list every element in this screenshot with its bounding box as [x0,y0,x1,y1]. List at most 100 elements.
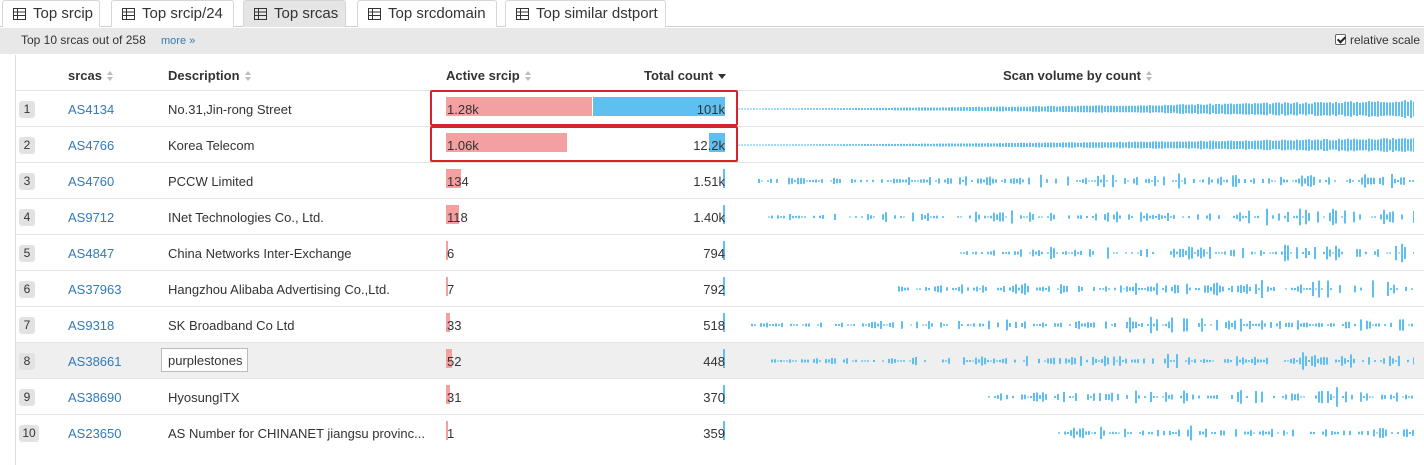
scan-volume-bar [1210,287,1212,291]
scan-volume-bar [1134,105,1136,113]
srcas-link[interactable]: AS38690 [68,390,122,405]
scan-volume-bar [1122,360,1124,362]
relative-scale-toggle[interactable]: relative scale [1334,33,1420,47]
scan-volume-bar [1391,432,1393,434]
table-row[interactable]: 6 AS37963 Hangzhou Alibaba Advertising Co.… [16,270,1424,306]
scan-volume-bar [1130,432,1132,434]
scan-volume-bar [1149,215,1151,219]
tab-top-srcip[interactable]: Top srcip [2,0,100,27]
scan-volume-bar [771,215,773,219]
scan-volume-bar [1028,177,1030,185]
scan-volume-bar [816,144,818,146]
table-row[interactable]: 8AS3866152448 [16,342,1424,378]
rank-badge: 1 [19,101,35,118]
table-row[interactable]: 1 AS4134 No.31,Jin-rong Street 1.28k 101k [16,90,1424,126]
col-header-active-srcip[interactable]: Active srcip [446,68,532,83]
col-header-scan-volume[interactable]: Scan volume by count [1003,68,1153,83]
scan-volume-bar [870,144,872,146]
scan-volume-bar [1358,180,1360,182]
tab-top-similar-dstport[interactable]: Top similar dstport [505,0,666,27]
col-header-description[interactable]: Description [168,68,252,83]
table-row[interactable]: 3 AS4760 PCCW Limited 134 1.51k [16,162,1424,198]
scan-volume-bar [1010,178,1012,184]
scan-volume-bar [866,180,868,182]
scan-volume-bar [1284,215,1286,219]
scan-volume-bar [798,108,800,110]
srcas-link[interactable]: AS38661 [68,354,122,369]
srcas-link[interactable]: AS4766 [68,138,115,153]
scan-volume-bar [1374,251,1376,255]
scan-volume-bar [1182,248,1184,258]
col-header-total-count[interactable]: Total count [644,68,727,83]
scan-volume-bar [1296,247,1298,259]
table-row[interactable]: 10 AS23650 AS Number for CHINANET jiangsu … [16,414,1424,450]
scan-volume-bar [1156,319,1158,331]
scan-volume-bar [1005,358,1007,364]
scan-volume-bar [783,144,785,146]
more-link[interactable]: more » [161,35,196,47]
scan-volume-bar [1093,322,1095,328]
srcas-link[interactable]: AS37963 [68,282,122,297]
srcas-link[interactable]: AS9318 [68,318,115,333]
tab-top-srcas[interactable]: Top srcas [243,0,346,27]
scan-volume-bar [858,107,860,111]
table-row[interactable]: 7 AS9318 SK Broadband Co Ltd 33 518 [16,306,1424,342]
scan-volume-bar [880,321,882,329]
scan-volume-bar [977,178,979,184]
scan-volume-bar [1242,215,1244,219]
scan-volume-bar [1185,360,1187,362]
srcas-link[interactable]: AS4847 [68,246,115,261]
scan-volume-bar [803,178,805,184]
scan-volume-bar [1296,360,1298,362]
scan-volume-bar [1338,360,1340,362]
scan-volume-bar [894,215,896,219]
description-text: AS Number for CHINANET jiangsu provinc..… [168,426,425,441]
scan-volume-bar [1172,180,1174,182]
scan-volume-bar [1325,180,1327,183]
scan-volume-bar [1248,360,1250,362]
scan-volume-bar [1380,214,1382,220]
scan-volume-bar [1113,252,1115,254]
scan-volume-bar [1209,213,1211,221]
tab-top-srcip24[interactable]: Top srcip/24 [111,0,234,27]
tab-top-srcdomain[interactable]: Top srcdomain [357,0,497,27]
scan-volume-bar [1065,106,1067,112]
table-row[interactable]: 5 AS4847 China Networks Inter-Exchange 6 794 [16,234,1424,270]
scan-volume-bar [825,359,827,364]
scan-volume-bar [774,108,776,110]
scan-volume-bar [1088,431,1090,435]
scan-volume-bar [1390,288,1392,290]
scan-volume-bar [1077,142,1079,148]
relative-scale-checkbox[interactable] [1334,34,1346,45]
scan-volume-bar [1398,252,1400,254]
scan-volume-bar [774,359,776,363]
srcas-link[interactable]: AS23650 [68,426,122,441]
table-row[interactable]: 4 AS9712 INet Technologies Co., Ltd. 118 1.4… [16,198,1424,234]
scan-volume-bar [1013,178,1015,184]
scan-volume-bar [1344,210,1346,224]
scan-volume-bar [975,251,977,255]
scan-volume-bar [946,287,948,291]
scan-volume-bar [1150,391,1152,403]
scan-volume-bar [990,106,992,112]
scan-volume-bar [1389,212,1391,222]
scan-volume-bar [1200,104,1202,114]
srcas-link[interactable]: AS9712 [68,210,115,225]
scan-volume-bar [1326,102,1328,116]
scan-volume-bar [786,144,788,146]
scan-volume-bar [963,357,965,365]
total-count-value: 12.2k [693,138,725,153]
description-text: INet Technologies Co., Ltd. [168,210,324,225]
col-header-srcas[interactable]: srcas [68,68,114,83]
table-row[interactable]: 9 AS38690 HyosungITX 31 370 [16,378,1424,414]
scan-volume-bar [1128,141,1130,149]
description-input[interactable] [161,348,248,372]
srcas-link[interactable]: AS4760 [68,174,115,189]
scan-volume-bar [1143,105,1145,113]
scan-volume-bar [831,108,833,110]
scan-volume-bar [838,324,840,326]
srcas-link[interactable]: AS4134 [68,102,115,117]
scan-volume-sparkline [898,280,1413,298]
scan-volume-bar [1070,430,1072,436]
scan-volume-bar [777,215,779,219]
